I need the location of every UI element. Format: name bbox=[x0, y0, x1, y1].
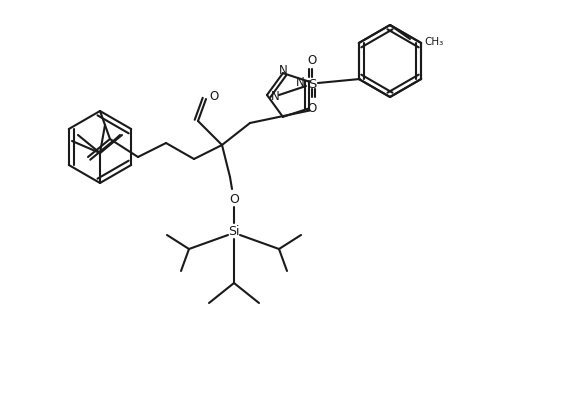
Text: Si: Si bbox=[228, 225, 240, 238]
Text: O: O bbox=[229, 193, 239, 206]
Text: O: O bbox=[209, 89, 219, 102]
Text: O: O bbox=[307, 101, 317, 114]
Text: S: S bbox=[308, 77, 316, 90]
Text: N: N bbox=[296, 76, 305, 89]
Text: CH₃: CH₃ bbox=[424, 37, 444, 47]
Text: O: O bbox=[307, 53, 317, 66]
Text: N: N bbox=[270, 89, 280, 102]
Text: N: N bbox=[278, 63, 287, 76]
